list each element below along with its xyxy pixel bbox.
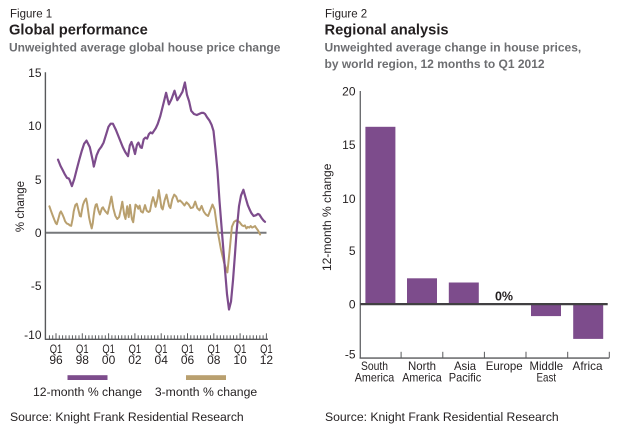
svg-text:Unweighted average change in h: Unweighted average change in house price… <box>325 40 582 54</box>
svg-text:12: 12 <box>260 353 274 367</box>
svg-text:Q1: Q1 <box>208 342 221 356</box>
svg-text:15: 15 <box>342 138 356 152</box>
svg-text:Regional analysis: Regional analysis <box>325 23 449 39</box>
svg-text:12-month % change: 12-month % change <box>320 163 334 271</box>
svg-text:5: 5 <box>349 244 356 258</box>
svg-text:0: 0 <box>35 226 42 240</box>
svg-text:Q1: Q1 <box>181 342 194 356</box>
svg-text:Pacific: Pacific <box>449 371 482 385</box>
svg-text:5: 5 <box>35 173 42 187</box>
svg-text:06: 06 <box>181 353 195 367</box>
svg-text:12-month % change: 12-month % change <box>33 385 142 399</box>
svg-text:00: 00 <box>102 353 116 367</box>
svg-text:02: 02 <box>128 353 142 367</box>
svg-text:20: 20 <box>342 85 356 99</box>
svg-text:America: America <box>402 371 442 385</box>
svg-text:Middle: Middle <box>530 359 564 373</box>
svg-text:Q1: Q1 <box>76 342 89 356</box>
svg-text:3-month % change: 3-month % change <box>155 385 258 399</box>
svg-text:by world region, 12 months to: by world region, 12 months to Q1 2012 <box>325 57 545 71</box>
svg-text:15: 15 <box>28 66 42 80</box>
svg-text:Source: Knight Frank Residenti: Source: Knight Frank Residential Researc… <box>10 410 244 424</box>
svg-text:Unweighted average global hous: Unweighted average global house price ch… <box>9 40 281 54</box>
svg-text:0: 0 <box>349 297 356 311</box>
svg-text:Q1: Q1 <box>155 342 168 356</box>
svg-text:08: 08 <box>207 353 221 367</box>
svg-text:Figure 1: Figure 1 <box>10 8 52 20</box>
svg-text:America: America <box>355 371 395 385</box>
svg-text:10: 10 <box>233 353 247 367</box>
svg-text:Q1: Q1 <box>260 342 273 356</box>
svg-text:-5: -5 <box>31 279 42 293</box>
svg-text:96: 96 <box>49 353 63 367</box>
svg-text:Q1: Q1 <box>129 342 142 356</box>
svg-text:Africa: Africa <box>573 359 603 373</box>
svg-text:East: East <box>537 371 557 385</box>
svg-text:South: South <box>361 359 388 373</box>
svg-text:Figure 2: Figure 2 <box>325 8 367 20</box>
svg-text:% change: % change <box>15 181 27 232</box>
svg-text:Global performance: Global performance <box>9 23 148 39</box>
svg-text:-5: -5 <box>345 347 356 361</box>
svg-text:98: 98 <box>76 353 90 367</box>
svg-text:10: 10 <box>342 192 356 206</box>
svg-text:Source: Knight Frank Residenti: Source: Knight Frank Residential Researc… <box>325 410 559 424</box>
svg-text:10: 10 <box>28 119 42 133</box>
svg-text:North: North <box>408 359 436 373</box>
svg-text:Q1: Q1 <box>50 342 63 356</box>
svg-text:Q1: Q1 <box>234 342 247 356</box>
svg-text:Europe: Europe <box>486 359 523 373</box>
svg-text:Q1: Q1 <box>102 342 115 356</box>
svg-text:-10: -10 <box>24 328 42 342</box>
svg-text:Asia: Asia <box>454 359 476 373</box>
svg-text:0%: 0% <box>495 289 513 303</box>
svg-text:04: 04 <box>155 353 169 367</box>
